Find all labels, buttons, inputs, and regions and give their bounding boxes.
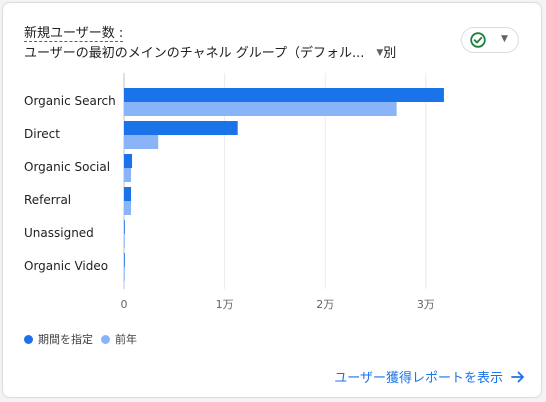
- bar-previous: [124, 135, 159, 149]
- tick-label: 1万: [216, 298, 234, 311]
- legend-dot-current: [24, 334, 33, 344]
- bar-previous: [124, 102, 397, 116]
- legend-label-previous: 前年: [115, 333, 137, 346]
- card-title: 新規ユーザー数 : ユーザーの最初のメインのチャネル グループ（デフォル... ▼…: [24, 25, 396, 63]
- category-label: Unassigned: [24, 226, 94, 240]
- legend-item-previous: 前年: [101, 331, 137, 347]
- bar-current: [124, 220, 125, 234]
- category-labels: Organic Search Direct Organic Social Referr…: [24, 94, 116, 273]
- bar-previous: [124, 267, 125, 281]
- metric-label[interactable]: 新規ユーザー数 :: [24, 26, 124, 42]
- data-quality-chip[interactable]: ▼: [461, 27, 519, 53]
- bar-current: [124, 154, 133, 168]
- chevron-down-icon: ▼: [501, 34, 508, 44]
- check-circle-icon: [470, 32, 486, 48]
- tick-label: 0: [121, 298, 128, 311]
- channel-bar-chart: Organic Search Direct Organic Social Referr…: [24, 73, 444, 311]
- link-label: ユーザー獲得レポートを表示: [334, 371, 503, 386]
- category-label: Organic Video: [24, 259, 108, 273]
- bar-current: [124, 88, 444, 102]
- view-acquisition-report-link[interactable]: ユーザー獲得レポートを表示: [334, 367, 525, 386]
- category-label: Direct: [24, 127, 60, 141]
- bar-previous: [124, 234, 125, 248]
- bar-current: [124, 121, 238, 135]
- tick-labels: 0 1万 2万 3万: [121, 298, 435, 311]
- title-suffix: 別: [383, 46, 397, 61]
- new-users-card: 新規ユーザー数 : ユーザーの最初のメインのチャネル グループ（デフォル... ▼…: [2, 2, 542, 398]
- bar-current: [124, 253, 125, 267]
- category-label: Referral: [24, 193, 71, 207]
- legend-item-current: 期間を指定: [24, 331, 93, 347]
- bar-current: [124, 187, 132, 201]
- bar-previous: [124, 201, 132, 215]
- bars: [124, 88, 444, 281]
- arrow-right-icon: [511, 371, 524, 382]
- chart-legend: 期間を指定 前年: [24, 331, 145, 347]
- tick-label: 2万: [316, 298, 334, 311]
- legend-label-current: 期間を指定: [38, 333, 93, 346]
- bar-previous: [124, 168, 132, 182]
- legend-dot-previous: [101, 334, 110, 344]
- category-label: Organic Search: [24, 94, 116, 108]
- dimension-label[interactable]: ユーザーの最初のメインのチャネル グループ（デフォル...: [24, 46, 365, 61]
- dimension-dropdown-icon[interactable]: ▼: [376, 48, 384, 58]
- tick-label: 3万: [417, 298, 435, 311]
- category-label: Organic Social: [24, 160, 110, 174]
